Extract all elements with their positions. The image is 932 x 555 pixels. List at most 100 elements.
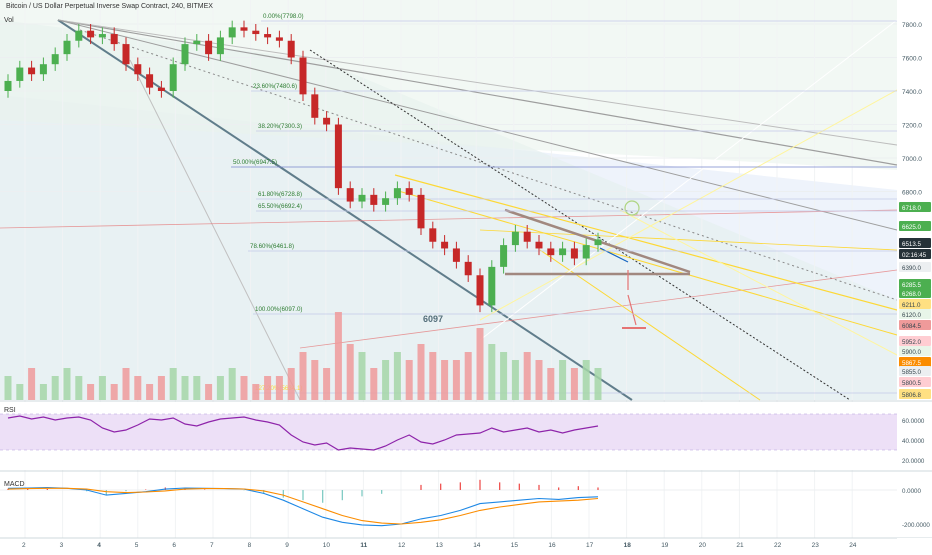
candle-body xyxy=(370,194,378,205)
candlesticks xyxy=(4,20,602,313)
time-tick-label: 11 xyxy=(360,542,367,549)
candle-body xyxy=(594,239,602,246)
candle-body xyxy=(87,30,95,38)
macd-tick-label: -200.0000 xyxy=(902,522,930,529)
candle-body xyxy=(287,40,295,58)
price-tick-label: 7000.0 xyxy=(902,156,922,163)
price-badge xyxy=(899,336,931,346)
volume-bar xyxy=(523,352,531,400)
time-tick-label: 14 xyxy=(473,542,481,549)
price-badge xyxy=(899,320,931,330)
volume-bar xyxy=(134,376,142,400)
price-badge xyxy=(899,262,931,272)
price-badge xyxy=(899,357,931,367)
candle-body xyxy=(51,54,59,65)
price-badge-label: 6718.0 xyxy=(902,205,921,212)
fib-label: 50.00%(6947.5) xyxy=(233,159,277,166)
time-tick-label: 22 xyxy=(774,542,782,549)
main-pane-background xyxy=(0,0,897,400)
volume-bar xyxy=(157,376,165,400)
candle-body xyxy=(500,245,508,267)
price-badge xyxy=(899,389,931,399)
candle-body xyxy=(346,188,354,202)
volume-bar xyxy=(51,376,59,400)
volume-bar xyxy=(311,360,319,400)
volume-bar xyxy=(240,376,248,400)
volume-bar xyxy=(488,344,496,400)
candle-body xyxy=(193,40,201,45)
volume-bar xyxy=(299,352,307,400)
volume-bar xyxy=(405,360,413,400)
volume-bar xyxy=(16,384,24,400)
price-badge-label: 5806.8 xyxy=(902,392,921,399)
price-badge xyxy=(899,366,931,376)
volume-bar xyxy=(464,352,472,400)
price-badge-label: 5855.0 xyxy=(902,369,921,376)
time-tick-label: 12 xyxy=(398,542,406,549)
volume-bar xyxy=(393,352,401,400)
annotation-6097: 6097 xyxy=(423,314,443,324)
rsi-line xyxy=(7,415,599,451)
candle-body xyxy=(110,34,118,45)
price-badge-label: 6513.5 xyxy=(902,241,921,248)
candle-body xyxy=(382,198,390,205)
volume-bar xyxy=(205,384,213,400)
time-tick-label: 15 xyxy=(511,542,519,549)
time-tick-label: 21 xyxy=(736,542,744,549)
time-tick-label: 3 xyxy=(60,542,64,549)
candle-body xyxy=(488,266,496,306)
candle-body xyxy=(169,64,177,91)
time-tick-label: 8 xyxy=(248,542,252,549)
time-axis[interactable]: 2 3 4 5 6 7 8 9 10 11 12 13 14 15 16 17 18 19 20 21 22 23 24 xyxy=(22,542,857,549)
time-tick-label: 20 xyxy=(699,542,707,549)
time-tick-label: 23 xyxy=(812,542,820,549)
volume-bar xyxy=(582,360,590,400)
price-badge xyxy=(899,221,931,231)
candle-body xyxy=(134,64,142,75)
volume-bar xyxy=(75,376,83,400)
fib-label: 78.60%(6461.8) xyxy=(250,243,294,250)
volume-bar xyxy=(122,368,130,400)
volume-bar xyxy=(594,368,602,400)
candle-body xyxy=(311,94,319,118)
price-tick-label: 7600.0 xyxy=(902,56,922,63)
rsi-label: RSI xyxy=(4,407,16,414)
volume-bar xyxy=(252,384,260,400)
price-badge xyxy=(899,377,931,387)
volume-bar xyxy=(441,360,449,400)
candle-body xyxy=(405,188,413,195)
time-tick-label: 19 xyxy=(661,542,669,549)
candle-body xyxy=(275,37,283,41)
price-badge-label: 6211.0 xyxy=(902,302,921,309)
rsi-tick-label: 20.0000 xyxy=(902,458,925,465)
price-badge xyxy=(899,279,931,289)
volume-bar xyxy=(429,352,437,400)
volume-bar xyxy=(370,368,378,400)
candle-body xyxy=(98,34,106,38)
volume-bar xyxy=(452,360,460,400)
macd-axis: 0.0000 -200.0000 xyxy=(902,488,930,529)
volume-bar xyxy=(334,312,342,400)
candle-body xyxy=(476,275,484,306)
candle-body xyxy=(264,34,272,38)
price-axis[interactable]: 7800.0 7600.0 7400.0 7200.0 7000.0 6800.0 6718… xyxy=(899,22,931,399)
candle-body xyxy=(16,67,24,81)
volume-bar xyxy=(358,352,366,400)
price-badge-label: 6390.0 xyxy=(902,265,921,272)
candle-body xyxy=(146,74,154,88)
price-badge-label: 6285.5 xyxy=(902,282,921,289)
candle-body xyxy=(216,37,224,55)
volume-bar xyxy=(382,360,390,400)
candle-body xyxy=(157,87,165,91)
price-badge-label: 6120.0 xyxy=(902,312,921,319)
time-tick-label: 10 xyxy=(323,542,331,549)
volume-bar xyxy=(500,352,508,400)
volume-bar xyxy=(228,368,236,400)
chart-title: Bitcoin / US Dollar Perpetual Inverse Sw… xyxy=(6,3,213,10)
price-badge-label: 5800.5 xyxy=(902,380,921,387)
volume-bar xyxy=(570,368,578,400)
macd-signal-line xyxy=(7,487,599,525)
time-tick-label: 17 xyxy=(586,542,594,549)
volume-bar xyxy=(511,360,519,400)
